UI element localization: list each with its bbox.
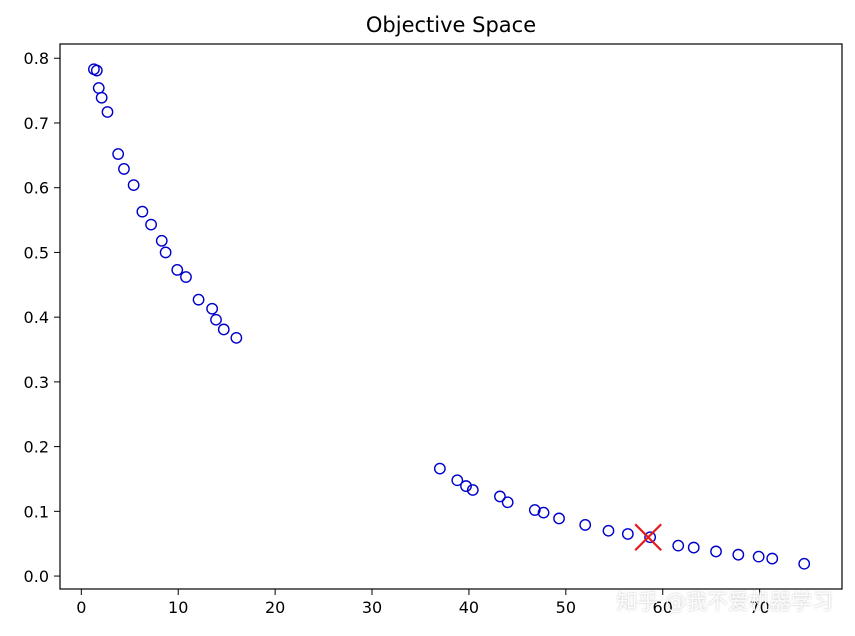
x-axis: 0 10 20 30 40 50 60 70 xyxy=(76,589,770,617)
data-point xyxy=(710,545,722,558)
y-axis: 0.0 0.1 0.2 0.3 0.4 0.5 0.6 0.7 0.8 xyxy=(24,49,60,586)
highlight-x-marker xyxy=(634,523,662,551)
y-tick-label: 0.1 xyxy=(24,502,49,521)
data-point xyxy=(206,302,219,315)
y-tick-label: 0.3 xyxy=(24,373,49,392)
y-tick-label: 0.4 xyxy=(24,308,49,327)
data-point xyxy=(118,163,130,175)
data-point xyxy=(171,263,184,276)
data-point xyxy=(553,512,565,525)
data-point xyxy=(210,313,222,326)
y-tick-label: 0.8 xyxy=(24,49,49,68)
data-point xyxy=(159,246,172,259)
y-tick-label: 0.0 xyxy=(24,567,49,586)
data-point xyxy=(180,271,192,283)
data-points xyxy=(88,63,811,570)
x-tick-label: 50 xyxy=(556,598,576,617)
data-point xyxy=(766,552,779,565)
data-point xyxy=(621,528,634,540)
data-point xyxy=(687,541,700,554)
data-point xyxy=(92,82,105,94)
data-point xyxy=(798,557,811,570)
data-point xyxy=(217,323,230,336)
data-point xyxy=(528,504,541,516)
data-point xyxy=(451,474,464,487)
plot-frame xyxy=(59,43,843,590)
x-tick-label: 20 xyxy=(265,598,285,617)
data-point xyxy=(466,484,479,496)
chart-title: Objective Space xyxy=(366,13,536,37)
y-tick-label: 0.6 xyxy=(24,179,49,198)
x-tick-label: 60 xyxy=(653,598,673,617)
data-point xyxy=(752,550,765,563)
data-point xyxy=(602,524,615,537)
data-point xyxy=(230,331,243,344)
data-point xyxy=(433,462,446,475)
x-tick-label: 40 xyxy=(459,598,479,617)
x-tick-label: 30 xyxy=(362,598,382,617)
x-tick-label: 10 xyxy=(168,598,188,617)
y-tick-label: 0.5 xyxy=(24,243,49,262)
data-point xyxy=(579,519,592,531)
x-tick-label: 0 xyxy=(76,598,86,617)
data-point xyxy=(644,531,657,544)
data-point xyxy=(155,234,168,247)
data-point xyxy=(112,148,125,160)
y-tick-label: 0.2 xyxy=(24,438,49,457)
y-tick-label: 0.7 xyxy=(24,114,49,133)
data-point xyxy=(672,539,685,552)
data-point xyxy=(501,496,514,509)
data-point xyxy=(136,205,149,218)
data-point xyxy=(95,91,108,104)
data-point xyxy=(101,106,114,118)
data-point xyxy=(494,490,506,503)
data-point xyxy=(192,293,205,306)
data-point xyxy=(90,64,103,77)
x-tick-label: 70 xyxy=(749,598,769,617)
data-point xyxy=(460,480,472,492)
data-point xyxy=(732,548,745,561)
data-point xyxy=(145,218,157,231)
data-point xyxy=(537,506,550,519)
data-point xyxy=(127,179,140,192)
